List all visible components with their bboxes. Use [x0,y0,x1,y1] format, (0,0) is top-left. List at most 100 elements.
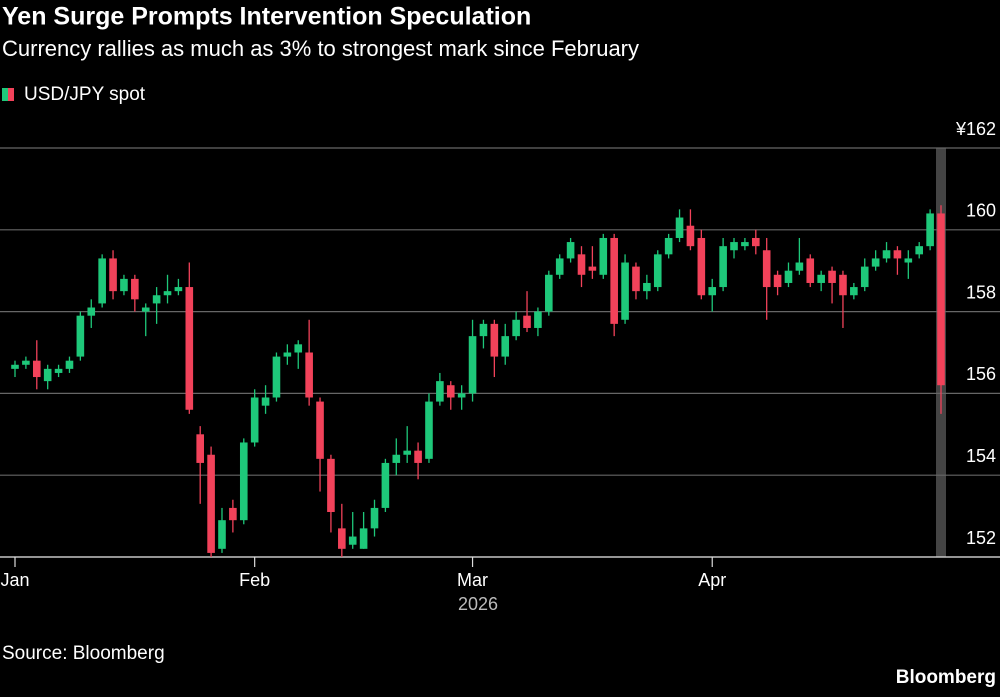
y-tick-label: ¥162 [955,119,996,139]
x-tick-label: Mar [457,570,488,590]
candle-body [730,242,738,251]
candle-body [501,336,510,357]
candle-body [871,258,880,267]
candle-body [523,315,531,328]
candle-body [773,274,782,288]
candle-body [381,462,390,508]
candle-body [229,507,237,521]
x-tick-label: Apr [698,570,726,590]
candle-body [643,282,651,292]
x-tick-label: Feb [239,570,270,590]
candle-body [305,352,313,398]
candle-body [468,336,477,394]
candle-body [534,311,542,328]
candle-body [708,287,717,296]
candle-body [817,274,825,283]
candle-body [239,442,248,521]
candle-body [436,381,444,402]
candle-body [196,434,204,463]
candle-body [403,450,411,455]
y-tick-label: 156 [966,364,996,384]
candle-body [141,307,150,312]
candle-body [828,270,836,283]
candle-body [926,213,934,247]
candle-body [11,364,19,369]
y-tick-label: 154 [966,446,996,466]
candle-body [185,287,194,410]
candle-body [653,254,662,288]
candle-body [272,356,281,398]
candle-body [697,237,706,296]
candle-body [566,242,575,259]
candle-body [207,454,215,553]
candle-body [348,536,357,545]
candle-body [294,344,303,353]
candle-body [43,368,52,382]
y-tick-label: 160 [966,201,996,221]
candle-body [250,397,259,443]
candle-body [686,225,695,247]
candle-body [588,266,597,271]
chart-title: Yen Surge Prompts Intervention Speculati… [2,3,531,31]
candle-body [490,323,499,357]
x-axis-label: 2026 [458,594,498,614]
candle-body [338,528,346,549]
candle-body [54,368,63,373]
candle-body [752,237,760,247]
candle-body [98,258,106,304]
candle-body [806,258,815,283]
candle-body [599,237,608,275]
candle-body [882,250,891,259]
candle-body [795,262,804,271]
candle-body [359,528,368,549]
x-tick-label: Jan [0,570,29,590]
candle-body [904,258,913,263]
candle-body [65,360,74,369]
candle-body [120,278,128,292]
candle-body [632,266,640,292]
candle-body [860,266,869,288]
candle-body [446,385,455,398]
candle-body [261,397,270,406]
candle-body [577,254,586,275]
legend-swatch-down [8,88,14,101]
candle-body [370,507,379,529]
candle-body [316,401,324,459]
legend-swatch-up [2,88,8,101]
candle-body [479,323,488,337]
candle-body [741,242,749,247]
candle-body [915,246,924,255]
candle-body [937,213,945,386]
candle-body [621,262,629,320]
candle-body [675,217,684,238]
candle-body [174,287,183,292]
candle-body [719,246,727,288]
candle-body [555,258,564,275]
candle-body [152,295,161,304]
y-tick-label: 158 [966,282,996,302]
candle-body [76,315,85,357]
candle-body [850,287,858,296]
candle-body [664,237,673,255]
chart-subtitle: Currency rallies as much as 3% to strong… [2,36,639,61]
candle-body [163,291,172,296]
candle-body [512,319,520,337]
candle-body [839,274,847,296]
legend-label: USD/JPY spot [24,84,146,105]
candle-body [784,270,793,283]
candle-body [425,401,433,459]
candle-body [893,250,902,259]
candle-body [32,360,41,378]
candle-body [87,307,96,316]
candle-body [545,274,553,312]
candle-body [109,258,117,292]
candle-body [131,278,139,300]
candle-body [392,454,401,463]
brand: Bloomberg [896,667,996,688]
candle-body [457,393,466,398]
candle-body [762,250,771,288]
legend-item: USD/JPY spot [2,84,146,105]
candle-body [22,360,30,365]
